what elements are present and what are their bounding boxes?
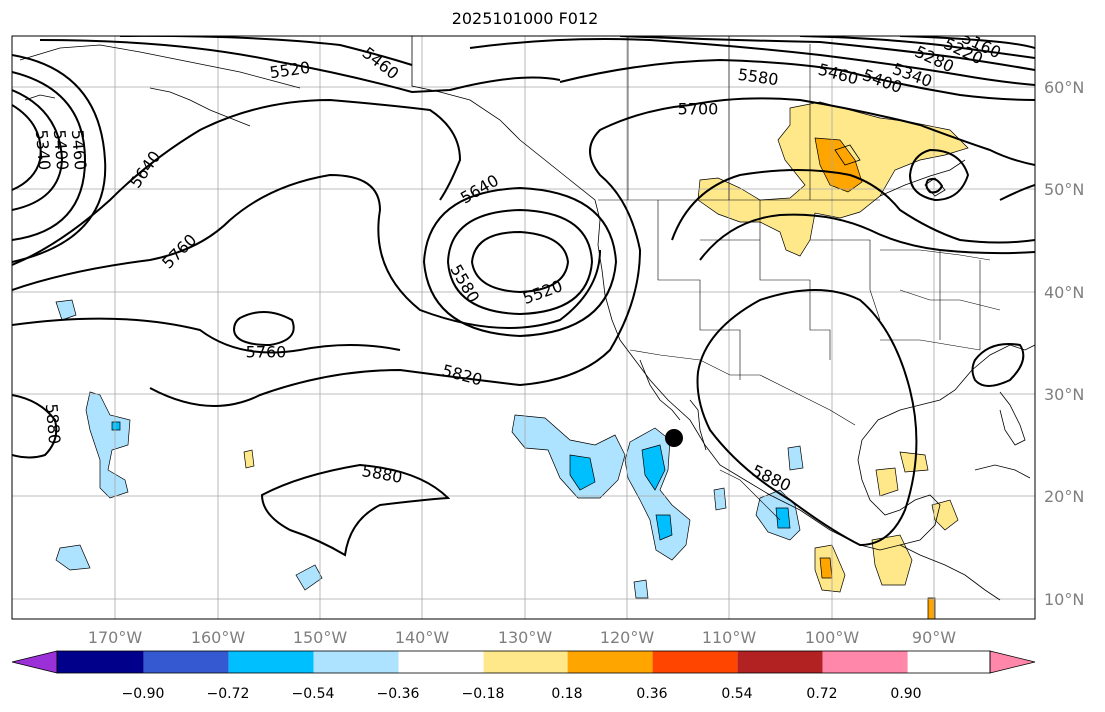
contour-label: 5460 bbox=[68, 129, 90, 171]
lon-tick: 140°W bbox=[395, 628, 450, 647]
shade-negative-small5 bbox=[713, 487, 727, 511]
colorbar-extend-high bbox=[989, 650, 1036, 674]
lon-tick: 160°W bbox=[191, 628, 246, 647]
shade-negative-baja bbox=[624, 427, 691, 561]
shade-positive-small2 bbox=[927, 597, 936, 619]
colorbar-outline bbox=[56, 650, 991, 674]
colorbar-segment bbox=[652, 651, 738, 673]
colorbar-extend-low bbox=[11, 650, 58, 674]
shade-negative-small2 bbox=[55, 544, 91, 571]
colorbar-tick: −0.90 bbox=[122, 686, 165, 702]
contour-label: 5400 bbox=[50, 129, 72, 171]
lat-tick: 30°N bbox=[1044, 385, 1084, 404]
shade-negative-baja-core2 bbox=[655, 514, 673, 541]
colorbar-tick: 0.72 bbox=[806, 686, 837, 702]
lat-tick: 10°N bbox=[1044, 590, 1084, 609]
lon-tick: 90°W bbox=[912, 628, 956, 647]
colorbar-segment bbox=[398, 651, 484, 673]
colorbar-tick: −0.36 bbox=[377, 686, 420, 702]
shade-negative-west bbox=[85, 391, 131, 499]
map-title: 2025101000 F012 bbox=[451, 9, 599, 28]
contour-label: 5880 bbox=[42, 403, 64, 445]
colorbar-segment bbox=[567, 651, 653, 673]
lon-tick: 110°W bbox=[702, 628, 757, 647]
shade-negative-small6 bbox=[633, 579, 649, 599]
colorbar-segment bbox=[483, 651, 568, 673]
colorbar-segment bbox=[737, 651, 823, 673]
colorbar-segment bbox=[57, 651, 144, 673]
lon-tick: 170°W bbox=[88, 628, 143, 647]
colorbar-tick: 0.36 bbox=[636, 686, 667, 702]
lon-tick: 130°W bbox=[498, 628, 553, 647]
colorbar: −0.90 −0.72 −0.54 −0.36 −0.18 0.18 0.36 … bbox=[11, 650, 1036, 702]
shade-negative-offshore bbox=[511, 414, 626, 499]
lat-tick: 40°N bbox=[1044, 283, 1084, 302]
shade-negative-small4 bbox=[787, 445, 804, 471]
colorbar-segment bbox=[228, 651, 314, 673]
colorbar-tick: −0.18 bbox=[462, 686, 505, 702]
shade-positive-canada-core bbox=[814, 137, 863, 193]
contour-label: 5340 bbox=[32, 129, 54, 171]
shade-negative-offshore-core bbox=[569, 454, 596, 491]
colorbar-tick: 0.90 bbox=[890, 686, 921, 702]
colorbar-segment bbox=[822, 651, 908, 673]
longitude-ticks: 170°W 160°W 150°W 140°W 130°W 120°W 110°… bbox=[88, 628, 956, 647]
shade-positive-pacific-mx-core bbox=[819, 557, 833, 579]
lon-tick: 120°W bbox=[600, 628, 655, 647]
shade-negative-west-core bbox=[111, 421, 121, 431]
lat-tick: 60°N bbox=[1044, 78, 1084, 97]
colorbar-segment bbox=[143, 651, 229, 673]
map-frame bbox=[11, 35, 1036, 620]
lon-tick: 100°W bbox=[805, 628, 860, 647]
lat-tick: 20°N bbox=[1044, 487, 1084, 506]
coastlines bbox=[19, 36, 1035, 601]
latitude-ticks: 60°N 50°N 40°N 30°N 20°N 10°N bbox=[1044, 78, 1084, 609]
political-borders bbox=[598, 36, 1001, 521]
height-contours bbox=[12, 36, 1035, 557]
shade-positive-small1 bbox=[243, 449, 255, 469]
shade-negative-baja-core bbox=[641, 444, 666, 491]
contour-label: 5700 bbox=[678, 100, 719, 119]
shade-negative-mx-core bbox=[775, 507, 791, 529]
location-marker bbox=[665, 429, 683, 447]
contour-label: 5760 bbox=[246, 343, 287, 362]
colorbar-tick: −0.72 bbox=[207, 686, 250, 702]
shade-negative-small3 bbox=[295, 564, 323, 591]
shade-positive-gulf bbox=[875, 467, 899, 497]
shade-negative-small1 bbox=[55, 299, 77, 321]
graticule bbox=[12, 36, 1035, 619]
shade-positive-central bbox=[871, 534, 913, 586]
colorbar-tick: 0.18 bbox=[551, 686, 582, 702]
lon-tick: 150°W bbox=[293, 628, 348, 647]
colorbar-tick: −0.54 bbox=[292, 686, 335, 702]
colorbar-tick: 0.54 bbox=[721, 686, 752, 702]
lat-tick: 50°N bbox=[1044, 180, 1084, 199]
shade-positive-caribbean bbox=[931, 499, 959, 531]
colorbar-segment bbox=[313, 651, 399, 673]
